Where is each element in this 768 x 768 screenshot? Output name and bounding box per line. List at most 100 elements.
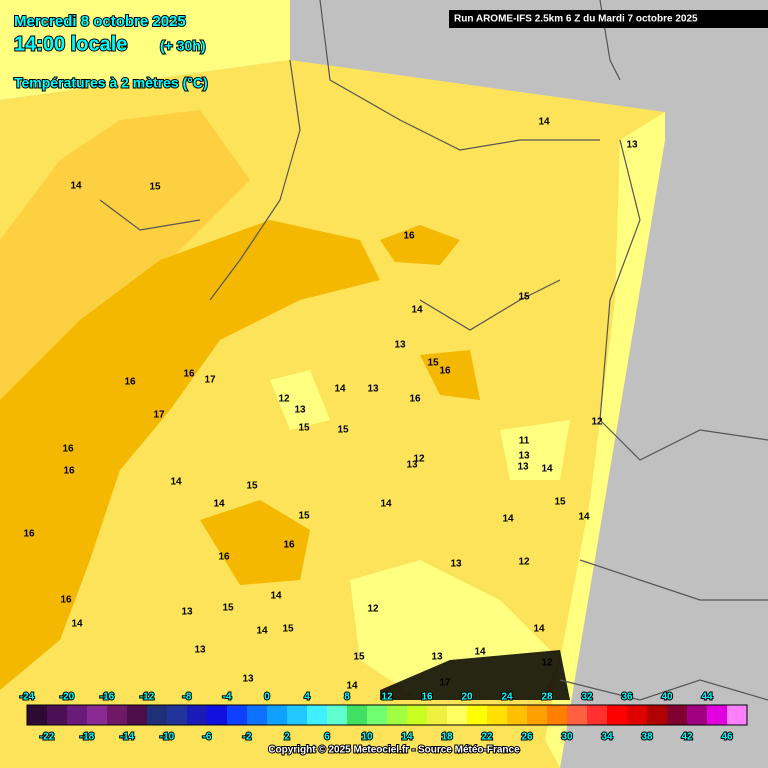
contour-label: 17	[153, 410, 165, 421]
contour-label: 16	[60, 595, 72, 606]
time: 14:00 locale	[14, 33, 127, 55]
legend-swatch	[487, 705, 507, 725]
contour-label: 14	[213, 499, 225, 510]
contour-label: 14	[270, 591, 282, 602]
contour-label: 13	[194, 645, 206, 656]
contour-label: 12	[518, 557, 530, 568]
legend-swatch	[107, 705, 127, 725]
run-info: Run AROME-IFS 2.5km 6 Z du Mardi 7 octob…	[454, 14, 698, 25]
contour-label: 14	[256, 626, 268, 637]
legend-label: 14	[401, 732, 413, 743]
legend-label: -20	[60, 692, 75, 703]
date: Mercredi 8 octobre 2025	[14, 13, 186, 30]
legend-swatch	[267, 705, 287, 725]
legend-swatch	[207, 705, 227, 725]
legend-swatch	[407, 705, 427, 725]
lead-time: (+ 30h)	[160, 38, 206, 54]
legend-swatch	[467, 705, 487, 725]
contour-label: 16	[23, 529, 35, 540]
contour-label: 15	[337, 425, 349, 436]
legend-label: 24	[501, 692, 513, 703]
contour-label: 15	[149, 182, 161, 193]
legend-swatch	[127, 705, 147, 725]
contour-label: 15	[427, 358, 439, 369]
legend-label: 32	[581, 692, 593, 703]
contour-label: 14	[71, 619, 83, 630]
legend-swatch	[87, 705, 107, 725]
legend-swatch	[447, 705, 467, 725]
contour-label: 14	[411, 305, 423, 316]
contour-label: 16	[124, 377, 136, 388]
legend-swatch	[527, 705, 547, 725]
legend-swatch	[27, 705, 47, 725]
legend-label: 42	[681, 732, 693, 743]
legend-swatch	[347, 705, 367, 725]
contour-label: 13	[517, 462, 529, 473]
legend-label: -16	[100, 692, 115, 703]
contour-label: 15	[282, 624, 294, 635]
legend-label: -22	[40, 732, 55, 743]
legend-label: -24	[20, 692, 35, 703]
legend-label: 16	[421, 692, 433, 703]
contour-label: 13	[294, 405, 306, 416]
contour-label: 13	[518, 451, 530, 462]
contour-label: 12	[278, 394, 290, 405]
warm-zone	[200, 500, 310, 585]
legend-swatch	[367, 705, 387, 725]
contour-label: 13	[406, 460, 418, 471]
contour-label: 12	[413, 454, 425, 465]
legend-swatch	[427, 705, 447, 725]
contour-label: 15	[222, 603, 234, 614]
contour-label: 13	[181, 607, 193, 618]
legend-swatch	[67, 705, 87, 725]
legend-swatch	[307, 705, 327, 725]
contour-label: 14	[170, 477, 182, 488]
legend-label: -6	[203, 732, 212, 743]
legend-swatch	[167, 705, 187, 725]
legend-label: 28	[541, 692, 553, 703]
borders	[99, 0, 768, 701]
contour-label: 14	[533, 624, 545, 635]
legend-frame	[26, 704, 748, 726]
legend-swatch	[607, 705, 627, 725]
contour-label: 12	[367, 604, 379, 615]
contour-label: 13	[394, 340, 406, 351]
legend-swatch	[147, 705, 167, 725]
contour-label: 14	[578, 512, 590, 523]
copyright: Copyright © 2025 Meteociel.fr - Source M…	[268, 745, 520, 756]
legend-label: 10	[361, 732, 373, 743]
contour-label: 13	[242, 674, 254, 685]
contour-label: 14	[502, 514, 514, 525]
legend-swatch	[187, 705, 207, 725]
legend-label: 34	[601, 732, 613, 743]
legend-label: -8	[183, 692, 192, 703]
contour-label: 16	[409, 394, 421, 405]
cool-strip	[545, 112, 665, 768]
legend-label: -18	[80, 732, 95, 743]
contour-label: 15	[518, 292, 530, 303]
warm-zone	[380, 225, 460, 265]
outer-domain	[0, 0, 290, 100]
contour-label: 13	[431, 652, 443, 663]
legend-swatch	[387, 705, 407, 725]
legend-label: 38	[641, 732, 653, 743]
legend-swatch	[667, 705, 687, 725]
legend-label: -10	[160, 732, 175, 743]
legend-label: 36	[621, 692, 633, 703]
contour-label: 16	[439, 366, 451, 377]
contour-label: 14	[334, 384, 346, 395]
contour-label: 14	[538, 117, 550, 128]
legend-swatch	[327, 705, 347, 725]
legend-label: 30	[561, 732, 573, 743]
contour-label: 14	[541, 464, 553, 475]
contour-label: 15	[353, 652, 365, 663]
contour-label: 16	[62, 444, 74, 455]
legend-label: 46	[721, 732, 733, 743]
legend-label: 2	[284, 732, 290, 743]
contour-label: 15	[246, 481, 258, 492]
legend-swatch	[627, 705, 647, 725]
contour-label: 16	[403, 231, 415, 242]
contour-label: 17	[204, 375, 216, 386]
